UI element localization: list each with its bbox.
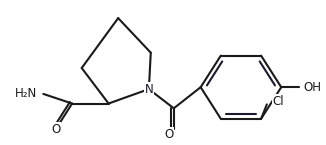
Text: O: O — [51, 123, 60, 136]
Text: H₂N: H₂N — [15, 87, 37, 100]
Text: N: N — [144, 83, 153, 96]
Text: Cl: Cl — [273, 95, 284, 108]
Text: OH: OH — [303, 81, 321, 94]
Text: O: O — [164, 128, 174, 141]
